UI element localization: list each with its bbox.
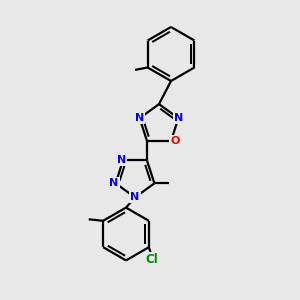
Text: O: O bbox=[170, 136, 180, 146]
Text: Cl: Cl bbox=[145, 253, 158, 266]
Text: N: N bbox=[110, 178, 119, 188]
Text: N: N bbox=[174, 113, 183, 123]
Text: N: N bbox=[130, 192, 140, 203]
Text: N: N bbox=[117, 155, 126, 166]
Text: N: N bbox=[135, 113, 144, 123]
